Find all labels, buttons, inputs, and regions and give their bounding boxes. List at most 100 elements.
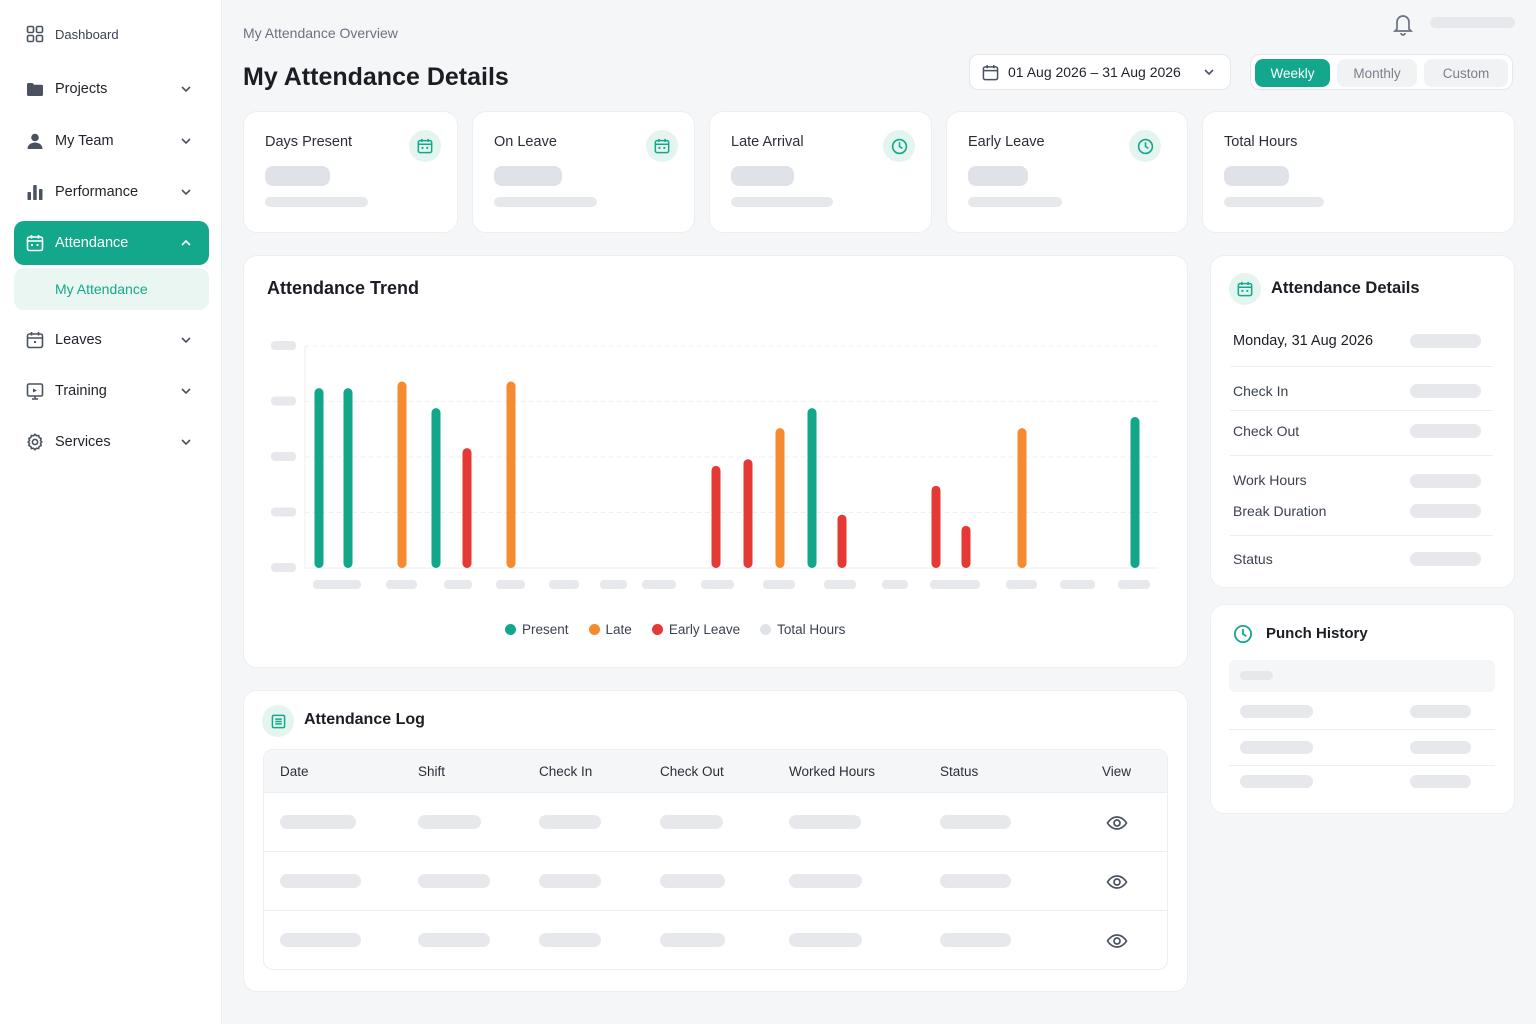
sidebar-item-label: Performance — [55, 184, 139, 200]
legend-item-total-hours[interactable]: Total Hours — [760, 622, 845, 637]
legend-label: Late — [605, 622, 632, 637]
attendance-details-card — [1210, 255, 1515, 588]
sidebar-item-performance[interactable]: Performance — [14, 170, 209, 214]
sidebar-item-label: Services — [55, 434, 111, 450]
legend-item-present[interactable]: Present — [505, 622, 569, 637]
bar-present — [431, 408, 441, 568]
sidebar-item-leaves[interactable]: Leaves — [14, 318, 209, 362]
clock-icon — [883, 130, 915, 162]
table-row[interactable] — [264, 852, 1167, 911]
sidebar-item-my-team[interactable]: My Team — [14, 119, 209, 163]
x-tick-placeholder — [549, 580, 579, 589]
bar-early-leave — [743, 459, 753, 568]
user-name-placeholder — [1430, 17, 1515, 28]
sidebar-item-label: Dashboard — [55, 26, 119, 42]
cell-placeholder — [940, 933, 1011, 947]
bar-present — [807, 408, 817, 568]
period-segmented-control: Weekly Monthly Custom — [1250, 54, 1513, 90]
cell-placeholder — [660, 815, 723, 829]
bar-late — [1017, 428, 1027, 568]
legend-item-late[interactable]: Late — [588, 622, 632, 637]
date-range-text: 01 Aug 2026 – 31 Aug 2026 — [1008, 64, 1181, 80]
column-header-view: View — [1102, 764, 1132, 779]
table-header: Date Shift Check In Check Out Worked Hou… — [264, 750, 1167, 793]
stat-card-days-present: Days Present — [243, 111, 458, 233]
sidebar-item-label: Projects — [55, 81, 108, 97]
eye-icon[interactable] — [1106, 930, 1128, 952]
bar-chart-icon — [26, 183, 44, 201]
sidebar-item-attendance[interactable]: Attendance — [14, 221, 209, 265]
cell-placeholder — [418, 874, 490, 888]
column-header-status[interactable]: Status — [940, 764, 979, 779]
divider — [1229, 765, 1495, 766]
calendar-icon — [982, 64, 999, 81]
cell-placeholder — [539, 815, 601, 829]
cell-placeholder — [280, 815, 356, 829]
value-placeholder — [1410, 474, 1481, 488]
bar-early-leave — [462, 448, 472, 568]
segment-weekly[interactable]: Weekly — [1255, 59, 1330, 87]
clock-icon — [1233, 624, 1253, 644]
calendar-icon — [1229, 273, 1261, 305]
stat-card-total-hours: Total Hours — [1202, 111, 1515, 233]
sidebar-item-dashboard[interactable]: Dashboard — [14, 12, 209, 56]
cell-placeholder — [940, 874, 1011, 888]
divider — [1230, 366, 1493, 367]
detail-label-break-duration: Break Duration — [1233, 503, 1327, 519]
stat-value-placeholder — [1224, 166, 1289, 186]
detail-label-status: Status — [1233, 551, 1273, 567]
cell-placeholder — [280, 874, 361, 888]
legend-swatch — [588, 624, 600, 635]
y-tick-placeholder — [271, 507, 296, 517]
value-placeholder — [1410, 552, 1481, 566]
x-tick-placeholder — [824, 580, 856, 589]
value-placeholder — [1410, 504, 1481, 518]
grid-icon — [26, 25, 44, 43]
segment-custom[interactable]: Custom — [1424, 59, 1508, 87]
legend-swatch — [505, 624, 516, 635]
chevron-down-icon — [179, 384, 193, 398]
bell-icon[interactable] — [1392, 12, 1414, 36]
section-title: Punch History — [1266, 625, 1368, 642]
x-tick-placeholder — [642, 580, 676, 589]
legend-swatch — [760, 624, 772, 635]
presentation-icon — [26, 382, 44, 400]
x-tick-placeholder — [496, 580, 525, 589]
user-icon — [26, 132, 44, 150]
stat-value-placeholder — [968, 166, 1028, 186]
divider — [1230, 535, 1493, 536]
clock-icon — [1129, 130, 1161, 162]
column-header-shift[interactable]: Shift — [418, 764, 446, 779]
punch-type-placeholder — [1410, 741, 1471, 754]
sidebar-item-label: My Team — [55, 133, 114, 149]
sidebar-item-projects[interactable]: Projects — [14, 67, 209, 111]
punch-time-placeholder — [1240, 775, 1313, 788]
punch-time-placeholder — [1240, 705, 1313, 718]
legend-item-early-leave[interactable]: Early Leave — [651, 622, 740, 637]
sidebar-item-training[interactable]: Training — [14, 369, 209, 413]
section-title: Attendance Log — [304, 711, 425, 728]
cell-placeholder — [418, 933, 490, 947]
eye-icon[interactable] — [1106, 871, 1128, 893]
sidebar-item-services[interactable]: Services — [14, 420, 209, 464]
cell-placeholder — [418, 815, 481, 829]
column-header-date[interactable]: Date — [280, 764, 309, 779]
date-range-picker[interactable]: 01 Aug 2026 – 31 Aug 2026 — [969, 54, 1231, 90]
segment-monthly[interactable]: Monthly — [1337, 59, 1417, 87]
legend-label: Present — [522, 622, 569, 637]
detail-label-check-out: Check Out — [1233, 423, 1300, 439]
column-header-check-out[interactable]: Check Out — [660, 764, 724, 779]
column-header-check-in[interactable]: Check In — [539, 764, 593, 779]
column-header-worked-hours[interactable]: Worked Hours — [789, 764, 876, 779]
cell-placeholder — [539, 874, 601, 888]
list-icon — [262, 705, 294, 737]
table-row[interactable] — [264, 793, 1167, 852]
calendar-icon — [409, 130, 441, 162]
sidebar-subitem-my-attendance[interactable]: My Attendance — [14, 268, 209, 310]
folder-icon — [26, 80, 44, 98]
chevron-down-icon — [179, 333, 193, 347]
calendar-icon — [26, 234, 44, 252]
x-tick-placeholder — [1060, 580, 1095, 589]
eye-icon[interactable] — [1106, 812, 1128, 834]
table-row[interactable] — [264, 911, 1167, 969]
